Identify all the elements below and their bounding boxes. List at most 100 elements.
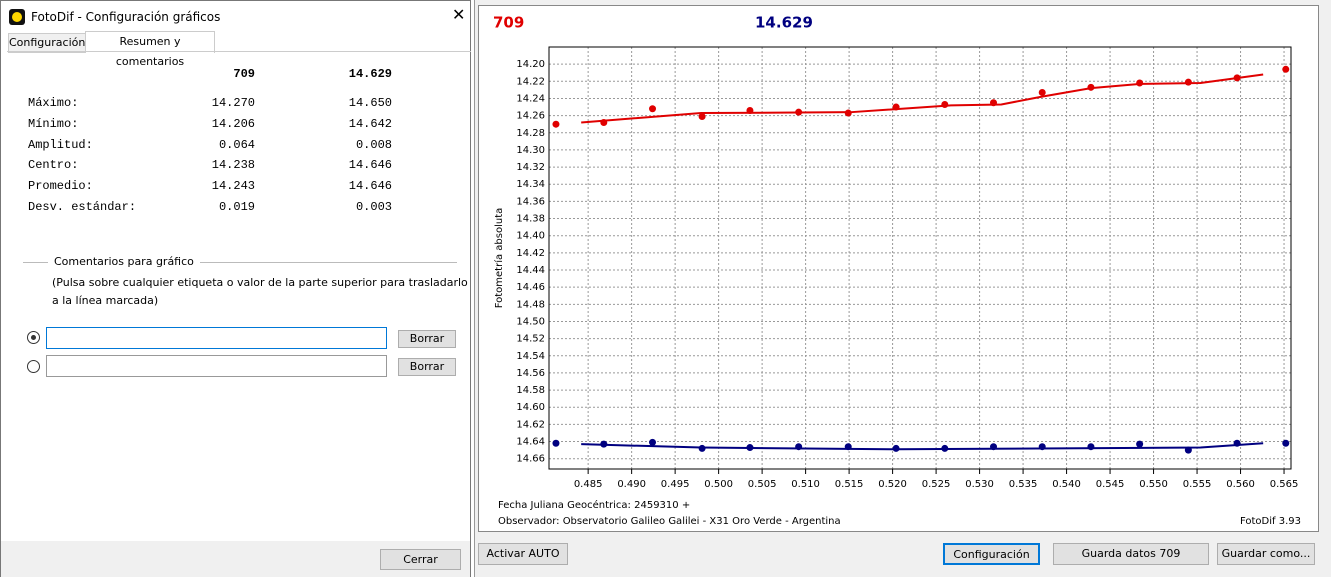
data-point xyxy=(1087,83,1095,91)
row-label: Amplitud: xyxy=(28,137,93,152)
y-tick-label: 14.36 xyxy=(516,196,545,207)
radio[interactable] xyxy=(27,360,40,373)
cell: 14.206 xyxy=(211,116,255,131)
cell: 14.646 xyxy=(348,158,392,173)
y-tick-label: 14.64 xyxy=(516,437,545,448)
y-tick-label: 14.20 xyxy=(516,59,545,70)
x-tick-label: 0.495 xyxy=(661,479,690,490)
y-tick-label: 14.46 xyxy=(516,282,545,293)
y-tick-label: 14.28 xyxy=(516,128,545,139)
data-point xyxy=(1038,443,1046,451)
data-point xyxy=(795,108,803,116)
row-label: Centro: xyxy=(28,158,79,173)
x-tick-label: 0.505 xyxy=(748,479,777,490)
plot-frame xyxy=(548,46,1292,470)
data-point xyxy=(746,444,754,452)
y-tick-label: 14.22 xyxy=(516,76,545,87)
x-tick-label: 0.500 xyxy=(704,479,733,490)
data-point xyxy=(941,444,949,452)
x-tick-label: 0.530 xyxy=(965,479,994,490)
x-tick-label: 0.545 xyxy=(1096,479,1125,490)
x-tick-label: 0.565 xyxy=(1270,479,1299,490)
cell: 14.642 xyxy=(348,116,392,131)
row-label: Desv. estándar: xyxy=(28,200,137,214)
fit-line xyxy=(581,73,1264,124)
tab[interactable]: Configuración xyxy=(8,33,86,53)
radio-selected[interactable] xyxy=(27,331,40,344)
y-tick-label: 14.44 xyxy=(516,265,545,276)
data-point xyxy=(795,443,803,451)
data-point xyxy=(600,118,608,126)
data-point xyxy=(892,103,900,111)
data-point xyxy=(649,438,657,446)
y-tick-label: 14.52 xyxy=(516,334,545,345)
x-tick-label: 0.555 xyxy=(1183,479,1212,490)
cell: 14.646 xyxy=(348,179,392,194)
legend-entry: 14.629 xyxy=(755,14,813,32)
x-tick-label: 0.515 xyxy=(835,479,864,490)
data-point xyxy=(844,443,852,451)
data-point xyxy=(844,109,852,117)
button[interactable]: Guarda datos 709 xyxy=(1053,543,1209,565)
row-label: Mínimo: xyxy=(28,116,79,131)
button[interactable]: Configuración xyxy=(943,543,1040,565)
column-header: 14.629 xyxy=(348,67,392,81)
y-tick-label: 14.48 xyxy=(516,299,545,310)
data-point xyxy=(552,439,560,447)
dialog: FotoDif - Configuración gráficos ✕ Confi… xyxy=(0,0,471,577)
data-point xyxy=(1184,446,1192,454)
y-tick-label: 14.50 xyxy=(516,316,545,327)
data-point xyxy=(600,440,608,448)
cell: 0.003 xyxy=(355,200,392,214)
cell: 0.019 xyxy=(218,200,255,214)
data-point xyxy=(698,112,706,120)
footer-observer: Observador: Observatorio Galileo Galilei… xyxy=(498,516,841,527)
legend-entry: 709 xyxy=(493,14,524,32)
cell: 0.064 xyxy=(218,137,255,152)
x-tick-label: 0.525 xyxy=(922,479,951,490)
data-point xyxy=(1087,443,1095,451)
hint: (Pulsa sobre cualquier etiqueta o valor … xyxy=(52,276,468,289)
x-tick-label: 0.540 xyxy=(1052,479,1081,490)
data-point xyxy=(1282,65,1290,73)
comment-input[interactable] xyxy=(46,355,387,377)
window-title: FotoDif - Configuración gráficos xyxy=(31,10,221,24)
y-tick-label: 14.26 xyxy=(516,111,545,122)
row-label: Máximo: xyxy=(28,96,79,110)
data-point xyxy=(1282,439,1290,447)
y-tick-label: 14.32 xyxy=(516,162,545,173)
y-tick-label: 14.34 xyxy=(516,179,545,190)
close-button[interactable]: Cerrar xyxy=(380,549,461,570)
data-point xyxy=(1136,440,1144,448)
comment-input[interactable] xyxy=(46,327,387,349)
x-tick-label: 0.550 xyxy=(1139,479,1168,490)
data-point xyxy=(552,120,560,128)
y-tick-label: 14.38 xyxy=(516,214,545,225)
y-tick-label: 14.42 xyxy=(516,248,545,259)
clear-button[interactable]: Borrar xyxy=(398,330,456,348)
button[interactable]: Guardar como... xyxy=(1217,543,1315,565)
column-header: 709 xyxy=(233,67,255,81)
x-tick-label: 0.520 xyxy=(878,479,907,490)
data-point xyxy=(698,444,706,452)
footer-date: Fecha Juliana Geocéntrica: 2459310 + xyxy=(498,499,690,511)
data-point xyxy=(649,105,657,113)
x-tick-label: 0.535 xyxy=(1009,479,1038,490)
x-tick-label: 0.510 xyxy=(791,479,820,490)
cell: 14.270 xyxy=(211,96,255,110)
y-tick-label: 14.54 xyxy=(516,351,545,362)
y-axis-label: Fotometría absoluta xyxy=(493,208,505,309)
close-icon[interactable]: ✕ xyxy=(452,5,466,24)
cell: 14.243 xyxy=(211,179,255,194)
app-icon xyxy=(9,9,25,25)
section-heading: Comentarios para gráfico xyxy=(48,255,200,268)
tab-active[interactable]: Resumen y comentarios xyxy=(85,31,215,68)
y-tick-label: 14.24 xyxy=(516,93,545,104)
clear-button[interactable]: Borrar xyxy=(398,358,456,376)
y-tick-label: 14.58 xyxy=(516,385,545,396)
fit-line xyxy=(581,442,1264,451)
data-point xyxy=(1184,78,1192,86)
button[interactable]: Activar AUTO xyxy=(478,543,568,565)
data-point xyxy=(990,443,998,451)
